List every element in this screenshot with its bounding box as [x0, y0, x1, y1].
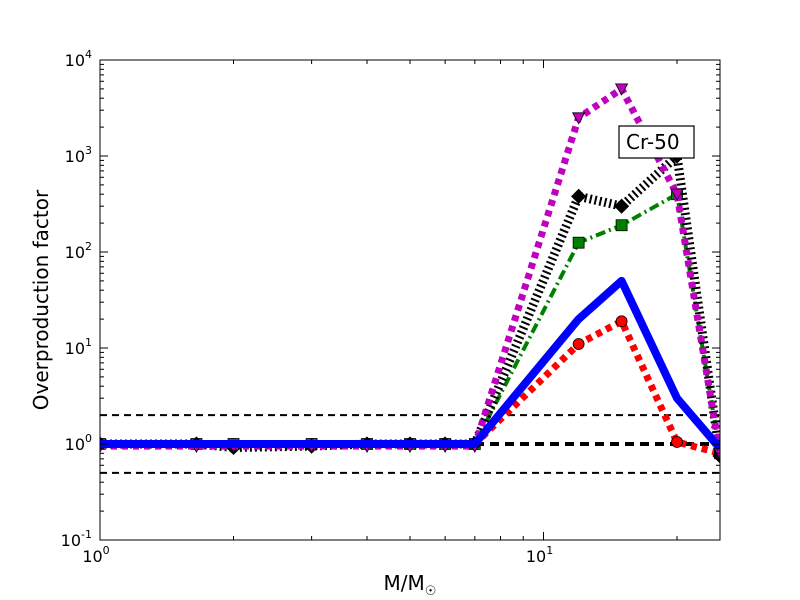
- series-line-3: [100, 151, 720, 457]
- data-point: [571, 188, 587, 204]
- data-point: [572, 236, 585, 249]
- data-point: [572, 338, 585, 350]
- data-point: [670, 188, 684, 202]
- x-axis-label-sub: ☉: [425, 584, 437, 599]
- y-axis-label: Overproduction factor: [29, 189, 53, 410]
- plot-area: [100, 83, 720, 474]
- series-line-1: [100, 317, 720, 457]
- data-point: [614, 83, 629, 96]
- x-axis-label: M/M☉: [384, 571, 437, 599]
- series-line-5: [100, 276, 720, 452]
- x-tick-label: 101: [526, 544, 553, 566]
- x-tick-label: 100: [82, 544, 109, 566]
- y-tick-label: 104: [65, 48, 92, 70]
- data-point: [671, 436, 683, 448]
- x-axis-label-main: M/M: [384, 571, 425, 595]
- series-line-2: [100, 192, 720, 454]
- y-tick-label: 100: [65, 432, 92, 454]
- data-point: [615, 219, 628, 232]
- plot-frame: [99, 59, 721, 541]
- annotation-box: Cr-50: [618, 125, 695, 159]
- data-point: [571, 112, 586, 125]
- y-tick-label: 102: [65, 240, 92, 262]
- data-point: [615, 315, 628, 328]
- y-tick-label: 103: [65, 144, 92, 166]
- y-tick-label: 10-1: [61, 528, 92, 550]
- data-point: [614, 198, 630, 214]
- annotation-label: Cr-50: [626, 130, 680, 154]
- y-tick-label: 101: [65, 336, 92, 358]
